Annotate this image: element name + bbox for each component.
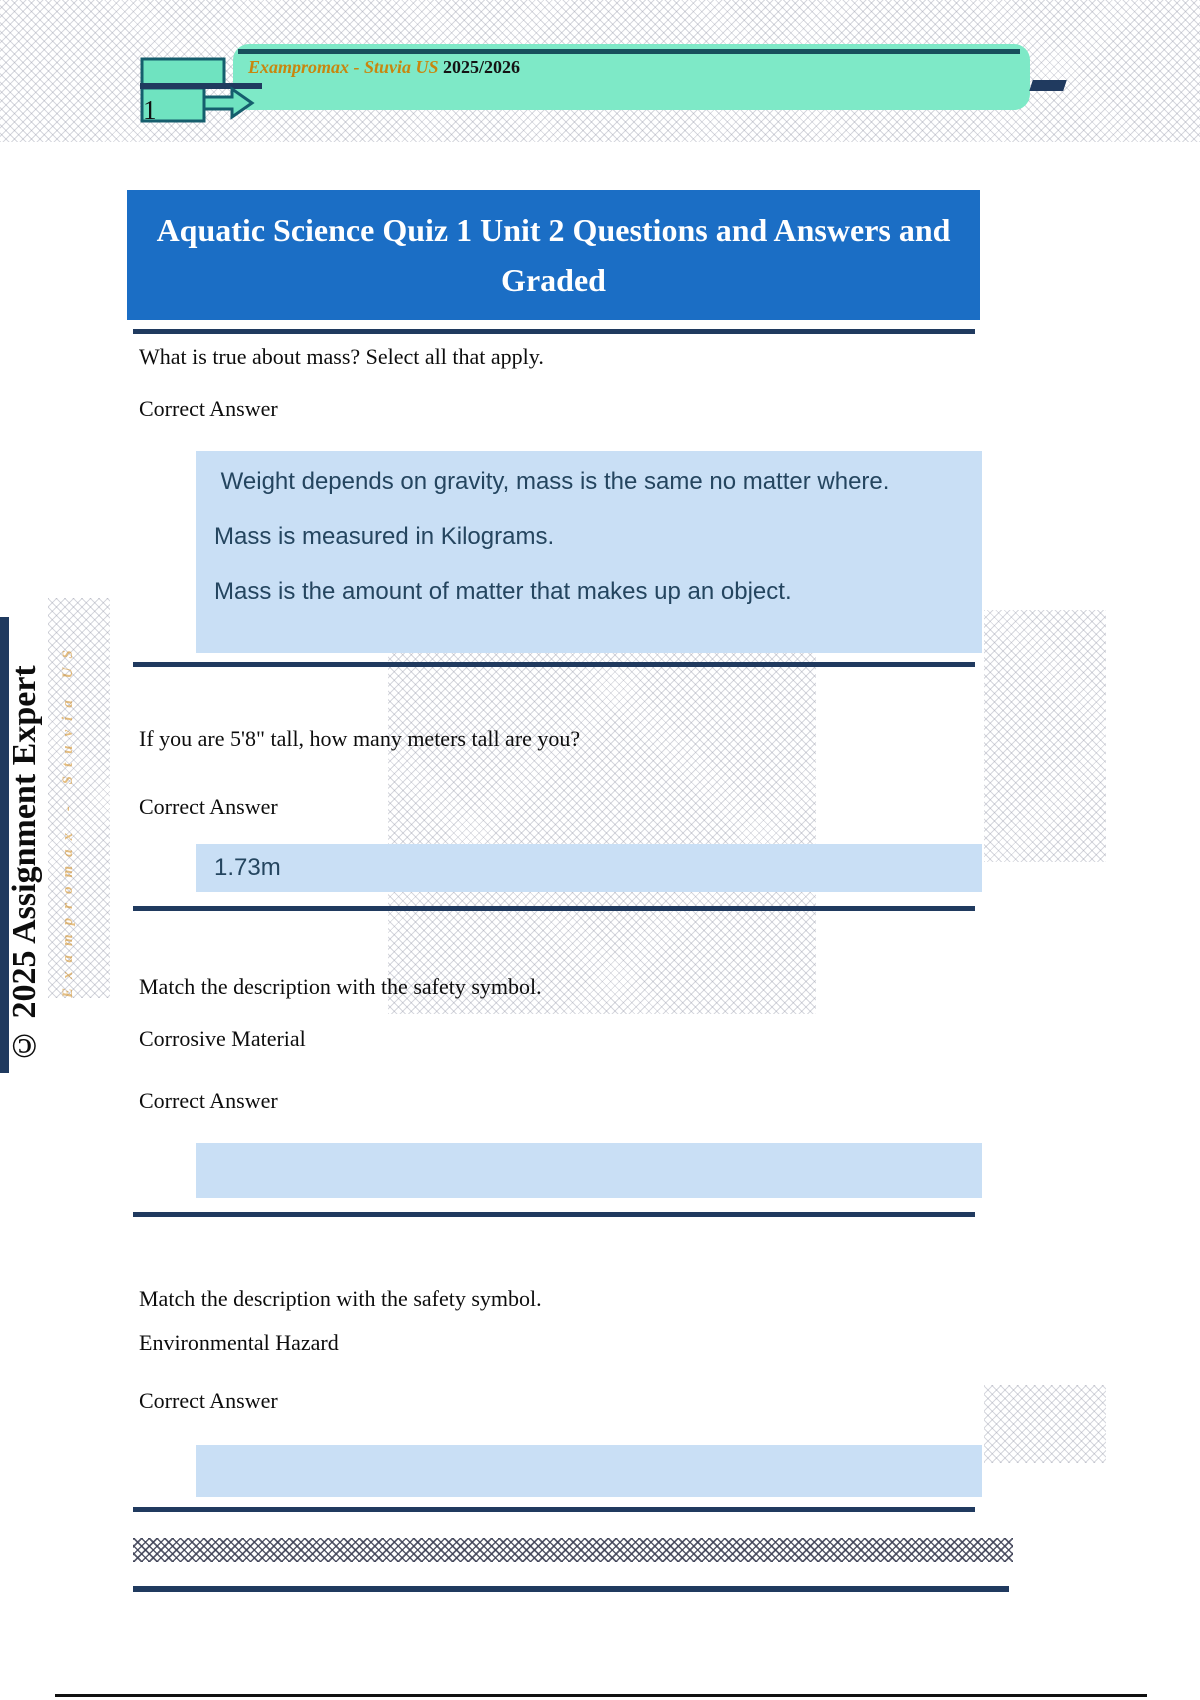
question-text: Match the description with the safety sy… [139, 974, 542, 999]
section-divider [133, 1507, 975, 1512]
question-text: What is true about mass? Select all that… [139, 344, 544, 369]
page-title: Aquatic Science Quiz 1 Unit 2 Questions … [127, 190, 980, 320]
page-number-tag-icon: 1 [140, 57, 262, 125]
answer-box [196, 1143, 982, 1198]
answer-box: 1.73m [196, 844, 982, 892]
header-banner-rule [238, 49, 1020, 54]
correct-answer-label: Correct Answer [139, 396, 278, 421]
correct-answer-label: Correct Answer [139, 1388, 278, 1413]
background-texture-right-lower [984, 1385, 1106, 1463]
page-bottom-line [55, 1694, 1147, 1697]
watermark-copyright: © 2025 Assignment Expert [6, 665, 43, 1064]
page-number: 1 [143, 95, 157, 125]
correct-answer-label: Correct Answer [139, 794, 278, 819]
brand-name: Exampromax - Stuvia US [248, 57, 439, 77]
answer-line: Mass is measured in Kilograms. [214, 523, 555, 550]
section-divider [133, 1212, 975, 1217]
section-divider [133, 662, 975, 667]
answer-box: Weight depends on gravity, mass is the s… [196, 451, 982, 653]
bottom-divider [133, 1586, 1009, 1592]
correct-answer-label: Correct Answer [139, 1088, 278, 1113]
section-divider [133, 906, 975, 911]
header-dash-decoration [1029, 80, 1067, 91]
question-text: Match the description with the safety sy… [139, 1286, 542, 1311]
question-topic: Environmental Hazard [139, 1330, 339, 1355]
answer-box [196, 1445, 982, 1497]
header-brand: Exampromax - Stuvia US 2025/2026 [248, 57, 520, 78]
watermark-brand-faint: Exampromax - Stuvia US [60, 641, 76, 998]
zigzag-band-decoration [133, 1538, 1013, 1562]
background-texture-right [984, 610, 1106, 862]
question-text: If you are 5'8" tall, how many meters ta… [139, 726, 581, 751]
header-banner [233, 44, 1030, 110]
brand-years: 2025/2026 [443, 57, 521, 77]
question-topic: Corrosive Material [139, 1026, 306, 1051]
answer-line: Weight depends on gravity, mass is the s… [214, 468, 890, 495]
section-divider [133, 329, 975, 334]
background-texture-center [388, 652, 816, 1014]
watermark-bar [0, 617, 9, 1073]
answer-line: Mass is the amount of matter that makes … [214, 578, 792, 605]
background-texture-left [48, 598, 110, 998]
